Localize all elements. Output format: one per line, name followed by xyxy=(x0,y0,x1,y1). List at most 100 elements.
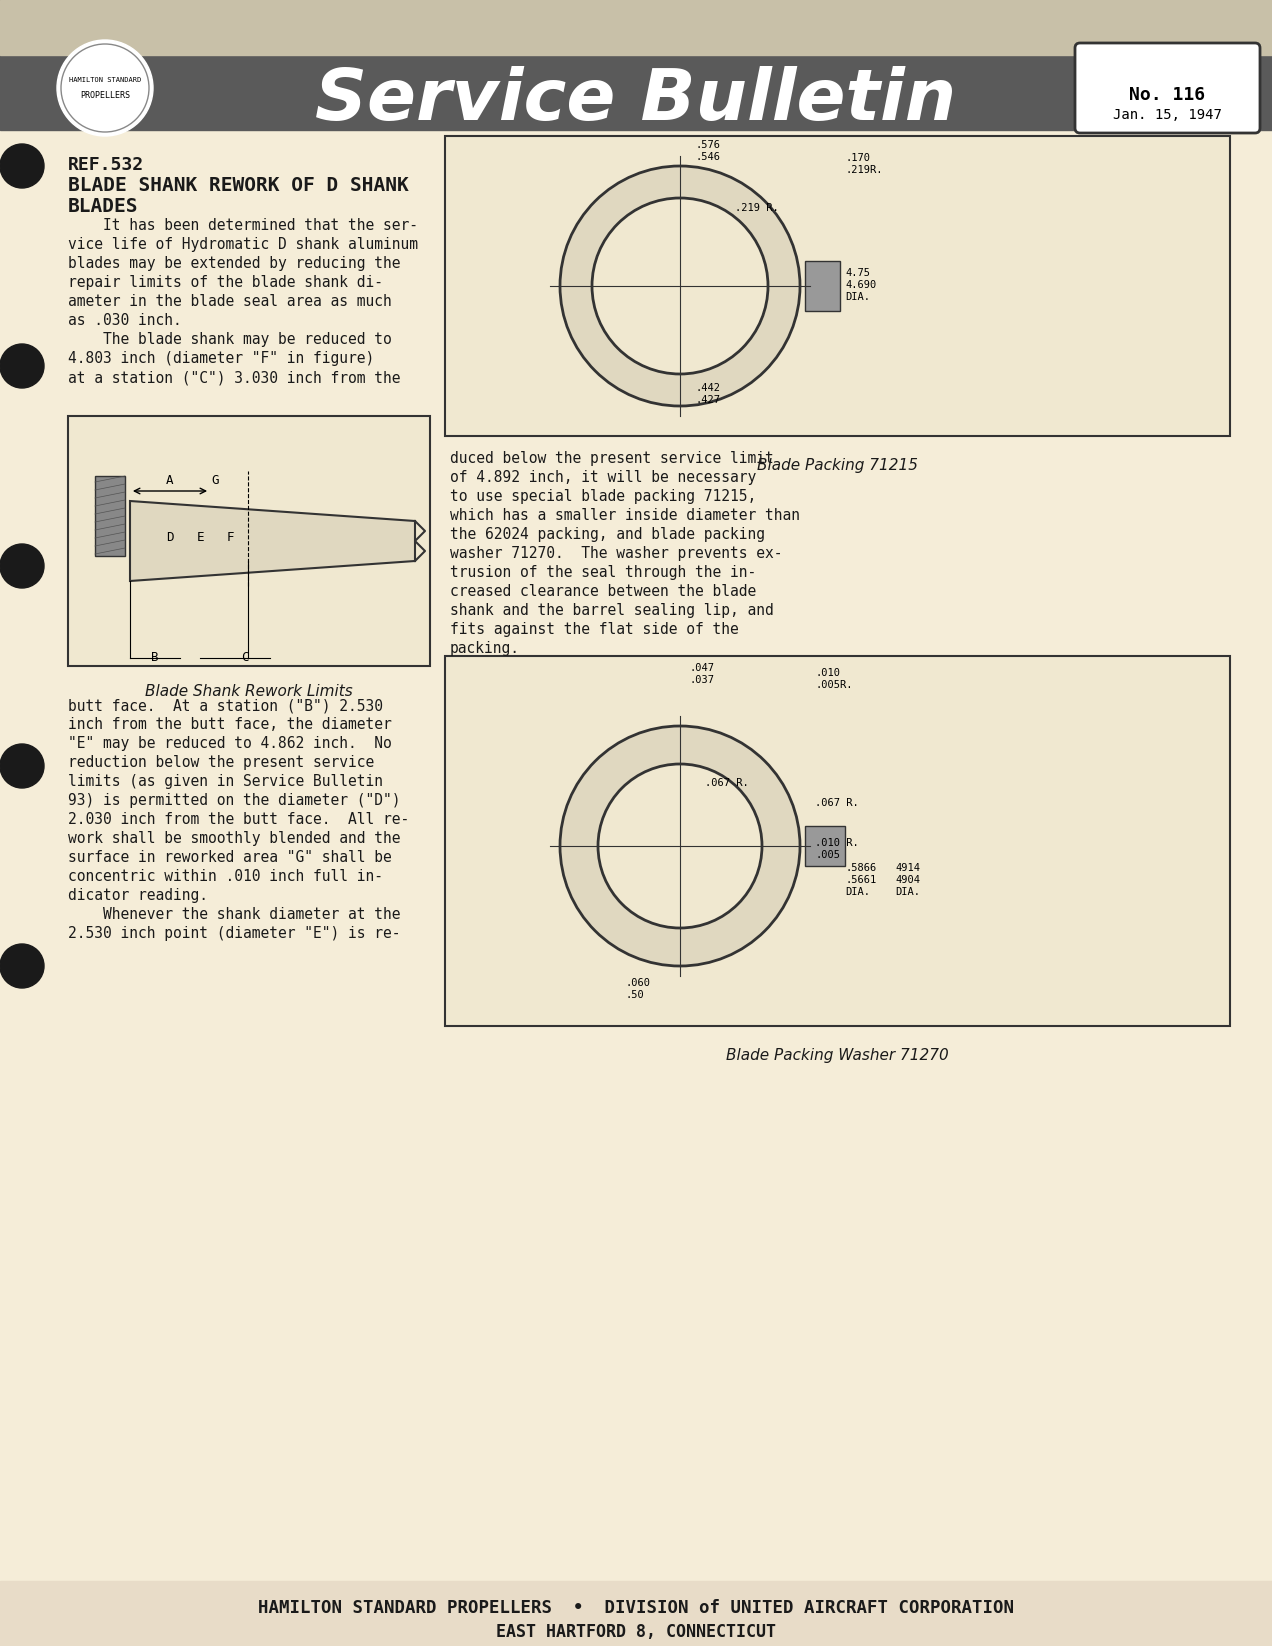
Text: trusion of the seal through the in-: trusion of the seal through the in- xyxy=(450,565,757,579)
Bar xyxy=(0,0,1272,130)
Text: .546: .546 xyxy=(695,151,720,161)
Text: .037: .037 xyxy=(689,675,715,685)
Text: .005R.: .005R. xyxy=(815,680,852,690)
Bar xyxy=(805,826,845,866)
Text: concentric within .010 inch full in-: concentric within .010 inch full in- xyxy=(67,869,383,884)
Text: .067 R.: .067 R. xyxy=(705,779,749,788)
Text: F: F xyxy=(226,532,234,543)
Circle shape xyxy=(0,143,45,188)
Circle shape xyxy=(0,344,45,388)
Text: PROPELLERS: PROPELLERS xyxy=(80,91,130,99)
Bar xyxy=(0,1582,1272,1646)
Text: G: G xyxy=(211,474,219,487)
Text: work shall be smoothly blended and the: work shall be smoothly blended and the xyxy=(67,831,401,846)
Text: at a station ("C") 3.030 inch from the: at a station ("C") 3.030 inch from the xyxy=(67,370,401,385)
Circle shape xyxy=(591,198,768,374)
Bar xyxy=(0,0,1272,54)
Text: Whenever the shank diameter at the: Whenever the shank diameter at the xyxy=(67,907,401,922)
Text: Service Bulletin: Service Bulletin xyxy=(315,66,957,135)
Text: "E" may be reduced to 4.862 inch.  No: "E" may be reduced to 4.862 inch. No xyxy=(67,736,392,751)
Text: Blade Packing 71215: Blade Packing 71215 xyxy=(757,458,918,472)
Text: duced below the present service limit: duced below the present service limit xyxy=(450,451,773,466)
Circle shape xyxy=(0,744,45,788)
Text: as .030 inch.: as .030 inch. xyxy=(67,313,182,328)
Text: .047: .047 xyxy=(689,663,715,673)
Bar xyxy=(67,416,430,667)
Bar xyxy=(805,262,840,311)
Text: EAST HARTFORD 8, CONNECTICUT: EAST HARTFORD 8, CONNECTICUT xyxy=(496,1623,776,1641)
Text: .576: .576 xyxy=(695,140,720,150)
Text: creased clearance between the blade: creased clearance between the blade xyxy=(450,584,757,599)
Circle shape xyxy=(0,945,45,988)
Text: 2.030 inch from the butt face.  All re-: 2.030 inch from the butt face. All re- xyxy=(67,811,410,826)
Text: It has been determined that the ser-: It has been determined that the ser- xyxy=(67,217,418,234)
Text: 4.690: 4.690 xyxy=(845,280,876,290)
Text: .060: .060 xyxy=(625,978,650,988)
Text: butt face.  At a station ("B") 2.530: butt face. At a station ("B") 2.530 xyxy=(67,698,383,713)
Text: The blade shank may be reduced to: The blade shank may be reduced to xyxy=(67,332,392,347)
Text: Blade Shank Rework Limits: Blade Shank Rework Limits xyxy=(145,685,352,700)
Text: 4.803 inch (diameter "F" in figure): 4.803 inch (diameter "F" in figure) xyxy=(67,351,374,365)
Bar xyxy=(445,137,1230,436)
Text: C: C xyxy=(242,652,249,663)
Text: No. 116: No. 116 xyxy=(1130,86,1205,104)
Text: washer 71270.  The washer prevents ex-: washer 71270. The washer prevents ex- xyxy=(450,546,782,561)
Text: 2.530 inch point (diameter "E") is re-: 2.530 inch point (diameter "E") is re- xyxy=(67,927,401,942)
Text: packing.: packing. xyxy=(450,640,520,657)
Circle shape xyxy=(57,40,153,137)
Text: inch from the butt face, the diameter: inch from the butt face, the diameter xyxy=(67,718,392,732)
Text: BLADE SHANK REWORK OF D SHANK: BLADE SHANK REWORK OF D SHANK xyxy=(67,176,408,194)
Polygon shape xyxy=(130,500,415,581)
Text: .010 R.: .010 R. xyxy=(815,838,859,848)
Text: the 62024 packing, and blade packing: the 62024 packing, and blade packing xyxy=(450,527,764,542)
Text: fits against the flat side of the: fits against the flat side of the xyxy=(450,622,739,637)
Text: limits (as given in Service Bulletin: limits (as given in Service Bulletin xyxy=(67,774,383,788)
Text: Blade Packing Washer 71270: Blade Packing Washer 71270 xyxy=(726,1049,949,1063)
Text: to use special blade packing 71215,: to use special blade packing 71215, xyxy=(450,489,757,504)
Circle shape xyxy=(560,166,800,407)
Text: blades may be extended by reducing the: blades may be extended by reducing the xyxy=(67,257,401,272)
FancyBboxPatch shape xyxy=(1075,43,1261,133)
Text: ameter in the blade seal area as much: ameter in the blade seal area as much xyxy=(67,295,392,309)
Circle shape xyxy=(0,543,45,588)
Text: DIA.: DIA. xyxy=(845,887,870,897)
Text: BLADES: BLADES xyxy=(67,198,139,216)
Text: .442: .442 xyxy=(695,384,720,393)
Circle shape xyxy=(560,726,800,966)
Text: REF.532: REF.532 xyxy=(67,156,144,174)
Text: .219R.: .219R. xyxy=(845,165,883,174)
Text: HAMILTON STANDARD PROPELLERS  •  DIVISION of UNITED AIRCRAFT CORPORATION: HAMILTON STANDARD PROPELLERS • DIVISION … xyxy=(258,1598,1014,1616)
Text: .427: .427 xyxy=(695,395,720,405)
Text: 4904: 4904 xyxy=(895,876,920,886)
Text: of 4.892 inch, it will be necessary: of 4.892 inch, it will be necessary xyxy=(450,471,757,486)
Text: .5661: .5661 xyxy=(845,876,876,886)
Text: Jan. 15, 1947: Jan. 15, 1947 xyxy=(1113,109,1221,122)
Text: shank and the barrel sealing lip, and: shank and the barrel sealing lip, and xyxy=(450,602,773,617)
Text: surface in reworked area "G" shall be: surface in reworked area "G" shall be xyxy=(67,849,392,866)
Text: .067 R.: .067 R. xyxy=(815,798,859,808)
Text: .5866: .5866 xyxy=(845,863,876,872)
Text: which has a smaller inside diameter than: which has a smaller inside diameter than xyxy=(450,509,800,523)
Text: A: A xyxy=(167,474,174,487)
Text: reduction below the present service: reduction below the present service xyxy=(67,756,374,770)
Text: DIA.: DIA. xyxy=(845,291,870,301)
Text: D: D xyxy=(167,532,174,543)
Text: repair limits of the blade shank di-: repair limits of the blade shank di- xyxy=(67,275,383,290)
Text: .170: .170 xyxy=(845,153,870,163)
Bar xyxy=(95,476,125,556)
Text: B: B xyxy=(151,652,159,663)
Text: .010: .010 xyxy=(815,668,840,678)
Circle shape xyxy=(598,764,762,928)
Text: vice life of Hydromatic D shank aluminum: vice life of Hydromatic D shank aluminum xyxy=(67,237,418,252)
Text: .219 R.: .219 R. xyxy=(735,202,778,212)
Text: DIA.: DIA. xyxy=(895,887,920,897)
Bar xyxy=(445,657,1230,1025)
Text: E: E xyxy=(196,532,204,543)
Text: 4.75: 4.75 xyxy=(845,268,870,278)
Text: dicator reading.: dicator reading. xyxy=(67,887,209,904)
Text: 4914: 4914 xyxy=(895,863,920,872)
Text: 93) is permitted on the diameter ("D"): 93) is permitted on the diameter ("D") xyxy=(67,793,401,808)
Text: HAMILTON STANDARD: HAMILTON STANDARD xyxy=(69,77,141,82)
Text: .005: .005 xyxy=(815,849,840,859)
Text: .50: .50 xyxy=(625,989,644,1001)
